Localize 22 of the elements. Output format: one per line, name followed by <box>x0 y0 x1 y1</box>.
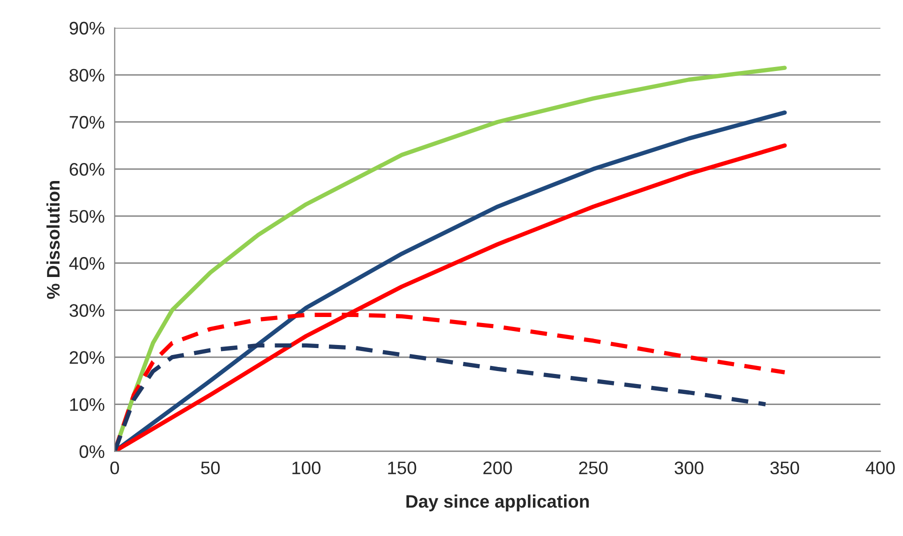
y-tick-label: 80% <box>70 68 104 82</box>
y-tick-label: 10% <box>70 398 104 411</box>
y-tick-label: 60% <box>70 162 104 176</box>
x-tick-label: 250 <box>579 462 608 474</box>
y-tick-label: 90% <box>70 22 104 35</box>
y-tick-label: 40% <box>69 257 104 270</box>
y-tick-label: 70% <box>70 116 104 129</box>
x-tick-label: 300 <box>674 462 704 474</box>
y-tick-label: 30% <box>70 304 104 317</box>
x-tick-label: 50 <box>201 462 220 474</box>
x-tick-label: 150 <box>388 462 416 474</box>
x-tick-label: 350 <box>770 462 800 474</box>
x-tick-label: 0 <box>110 462 119 474</box>
x-tick-label: 400 <box>866 462 895 474</box>
y-tick-label: 50% <box>70 210 104 223</box>
x-tick-label: 200 <box>483 462 512 474</box>
x-axis-title: Day since application <box>406 494 589 512</box>
line-series <box>114 343 768 452</box>
x-tick-label: 100 <box>292 462 320 474</box>
y-axis-title: % Dissolution <box>46 181 60 299</box>
y-tick-label: 20% <box>70 351 104 364</box>
y-tick-label: 0% <box>80 445 104 458</box>
